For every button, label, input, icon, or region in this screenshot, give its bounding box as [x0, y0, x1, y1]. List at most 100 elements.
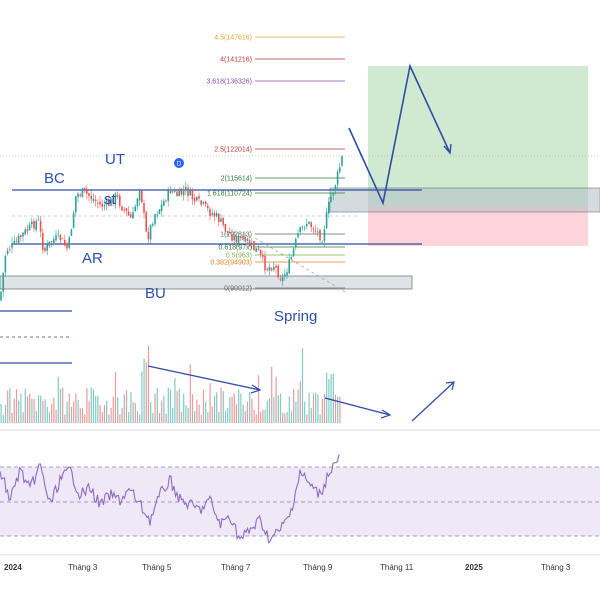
volume-bar: [220, 387, 222, 423]
candle-body: [240, 236, 242, 239]
volume-bar: [216, 392, 218, 423]
candle-body: [6, 250, 9, 255]
volume-bar: [139, 414, 141, 423]
fib-label: 0.618(97x): [219, 245, 252, 252]
candle-body: [264, 256, 266, 271]
candle-body: [248, 240, 251, 247]
candle-body: [317, 231, 319, 233]
volume-bar: [194, 410, 196, 423]
volume-bar: [48, 412, 51, 423]
volume-bar: [174, 378, 176, 423]
volume-bar: [147, 345, 150, 423]
fib-label: 0(90012): [224, 286, 252, 293]
candle-body: [242, 236, 244, 240]
candle-body: [68, 237, 70, 248]
projection-path: [348, 63, 451, 206]
candle-body: [193, 197, 196, 202]
volume-bar: [64, 414, 66, 423]
volume-bar: [266, 400, 268, 423]
candle-body: [61, 238, 64, 240]
volume-bar: [319, 414, 321, 423]
candle-body: [116, 195, 119, 197]
volume-bar: [262, 409, 264, 423]
candle-body: [334, 185, 337, 191]
candle-body: [277, 265, 279, 278]
volume-bar: [229, 397, 231, 423]
volume-bar: [328, 379, 330, 423]
volume-bar: [15, 389, 18, 423]
volume-bar: [178, 388, 180, 423]
candle-body: [92, 198, 95, 201]
volume-bar: [326, 372, 328, 423]
candle-body: [31, 221, 33, 225]
volume-bar: [110, 408, 112, 423]
candle-body: [149, 224, 152, 240]
candle-body: [268, 266, 271, 271]
volume-bar: [108, 414, 110, 423]
candle-body: [187, 187, 189, 196]
candle-body: [17, 235, 20, 244]
candle-body: [174, 191, 176, 192]
volume-bars: [0, 345, 341, 423]
volume-bar: [211, 406, 213, 423]
candle-body: [75, 196, 77, 213]
volume-bar: [279, 393, 282, 423]
candle-body: [312, 228, 315, 230]
candle-body: [323, 229, 326, 241]
volume-bar: [315, 392, 317, 423]
volume-bar: [9, 387, 11, 423]
volume-bar: [238, 389, 240, 423]
candle-body: [202, 202, 205, 204]
volume-bar: [180, 412, 183, 423]
dividend-marker-icon[interactable]: [174, 158, 184, 168]
volume-bar: [103, 405, 106, 423]
candle-body: [339, 167, 341, 172]
candle-body: [171, 191, 174, 193]
volume-bar: [176, 391, 178, 423]
volume-trend-arrow: [147, 365, 261, 391]
x-tick-label: 2025: [465, 563, 483, 572]
x-tick-label: Tháng 9: [303, 563, 333, 572]
fib-label: 3.618(136326): [206, 79, 252, 86]
candle-body: [81, 188, 84, 198]
candle-body: [119, 195, 121, 206]
candle-body: [226, 231, 229, 232]
volume-bar: [24, 388, 26, 423]
volume-bar: [75, 393, 77, 423]
volume-bar: [101, 412, 103, 423]
candle-body: [290, 256, 293, 259]
candle-body: [321, 241, 323, 243]
volume-bar: [90, 387, 92, 423]
candle-body: [66, 243, 68, 249]
volume-bar: [268, 398, 271, 423]
candle-body: [143, 203, 145, 213]
label-ar: AR: [82, 250, 103, 267]
volume-bar: [185, 405, 187, 423]
volume-bar: [299, 381, 301, 423]
volume-bar: [271, 366, 273, 423]
volume-bar: [92, 389, 95, 423]
volume-bar: [51, 403, 53, 423]
volume-bar: [73, 401, 75, 423]
candle-body: [229, 231, 231, 234]
candle-body: [235, 235, 238, 243]
volume-bar: [205, 401, 207, 423]
volume-bar: [152, 412, 154, 423]
candle-body: [220, 218, 222, 222]
volume-bar: [337, 396, 339, 423]
candle-body: [72, 212, 75, 228]
candle-body: [215, 213, 218, 217]
fib-label: 0.382(94903): [210, 260, 252, 267]
candle-body: [22, 232, 24, 237]
candle-body: [297, 233, 299, 238]
candle-body: [255, 248, 257, 253]
candle-body: [266, 268, 268, 270]
candle-body: [112, 198, 114, 204]
volume-bar: [22, 412, 24, 423]
candle-body: [33, 220, 35, 229]
candle-body: [292, 248, 295, 256]
candle-body: [48, 241, 51, 247]
volume-bar: [224, 410, 227, 423]
volume-bar: [130, 391, 132, 423]
volume-bar: [227, 407, 229, 423]
